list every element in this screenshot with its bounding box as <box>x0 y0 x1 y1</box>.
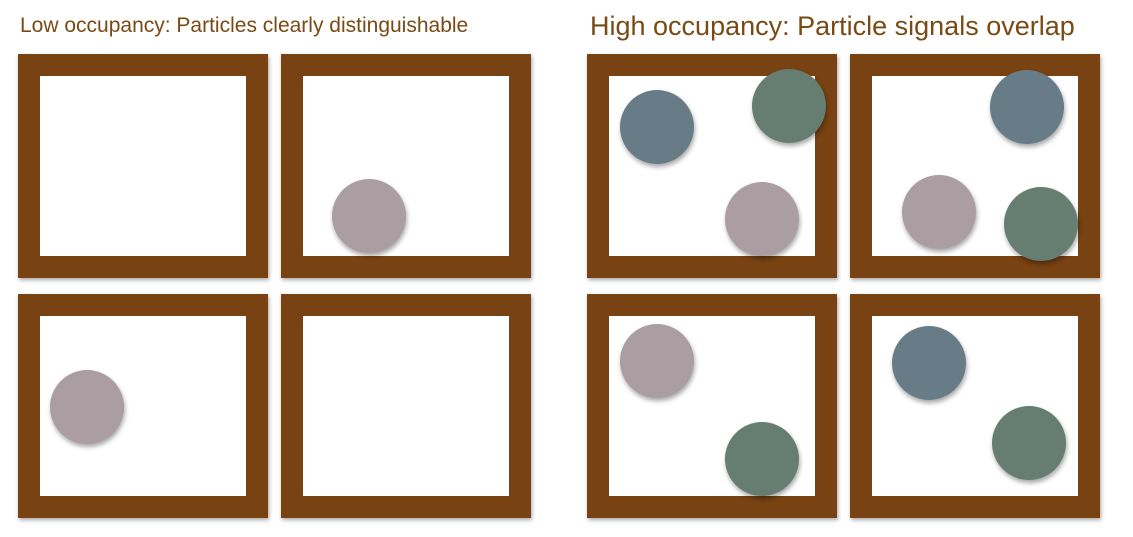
pink-particle <box>902 175 976 249</box>
low-occupancy-cell-frame <box>281 54 531 278</box>
low-occupancy-title: Low occupancy: Particles clearly disting… <box>20 14 469 37</box>
low-occupancy-cell-frame <box>281 294 531 518</box>
green-particle <box>992 406 1066 480</box>
pink-particle <box>332 179 406 253</box>
high-occupancy-title: High occupancy: Particle signals overlap <box>590 11 1075 41</box>
blue-particle <box>620 90 694 164</box>
high-occupancy-cell-frame <box>850 294 1100 518</box>
blue-particle <box>990 70 1064 144</box>
high-occupancy-cell-frame <box>587 294 837 518</box>
pink-particle <box>620 324 694 398</box>
low-occupancy-cell-frame <box>18 294 268 518</box>
green-particle <box>725 422 799 496</box>
pink-particle <box>50 370 124 444</box>
pink-particle <box>725 182 799 256</box>
green-particle <box>752 69 826 143</box>
low-occupancy-cell-frame <box>18 54 268 278</box>
blue-particle <box>892 326 966 400</box>
green-particle <box>1004 187 1078 261</box>
